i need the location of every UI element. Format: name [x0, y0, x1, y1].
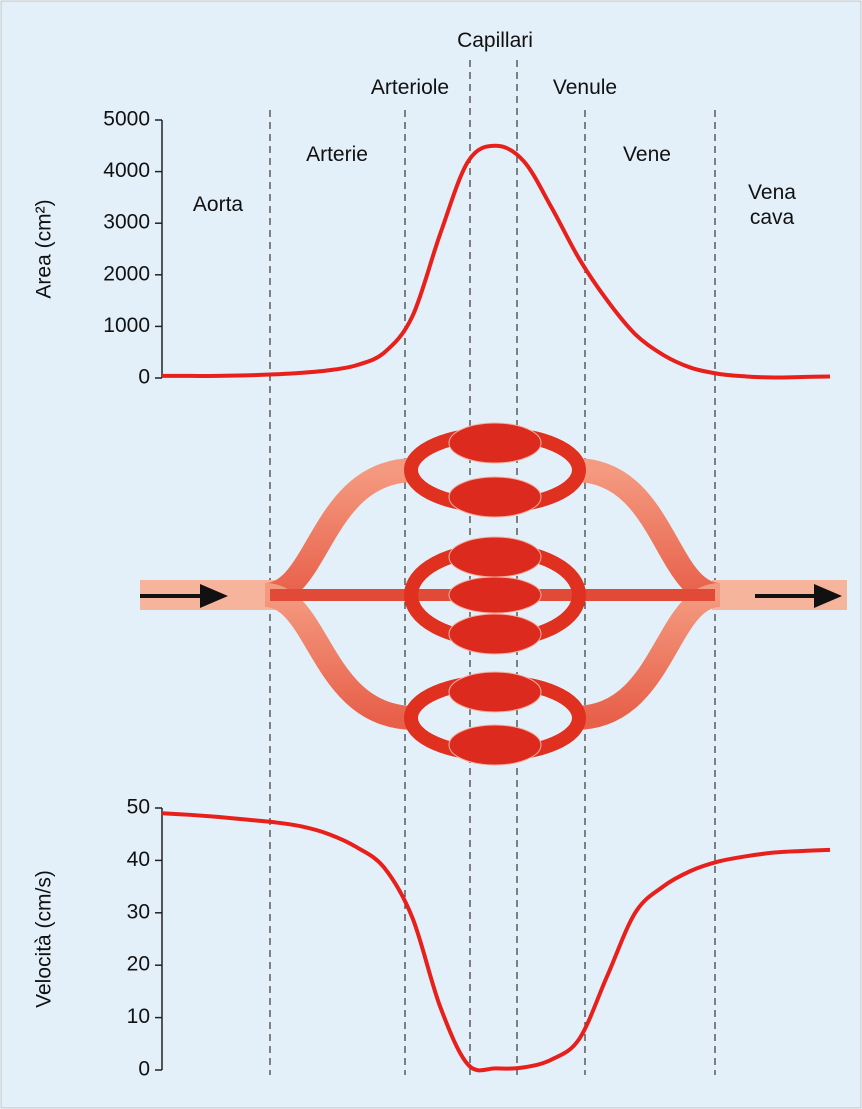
y-axis-title: Velocità (cm/s) — [33, 870, 56, 1008]
y-tick-label: 2000 — [103, 262, 150, 285]
y-axis-title: Area (cm²) — [33, 199, 56, 298]
y-tick-label: 5000 — [103, 108, 150, 131]
y-tick-label: 4000 — [103, 159, 150, 182]
y-tick-label: 50 — [127, 796, 150, 819]
data-line — [161, 811, 831, 1073]
region-label: Vene — [623, 143, 671, 166]
region-label: Venule — [552, 76, 618, 99]
y-tick-label: 40 — [127, 848, 150, 871]
y-tick-label: 1000 — [103, 314, 150, 337]
vessel-diagram — [140, 422, 847, 766]
region-label: Vena cava — [748, 181, 796, 229]
y-tick-label: 3000 — [103, 211, 150, 234]
region-label: Arteriole — [370, 76, 450, 99]
y-tick-label: 0 — [138, 366, 150, 389]
y-tick-label: 0 — [138, 1058, 150, 1081]
region-label: Aorta — [192, 193, 244, 216]
region-label: Arterie — [306, 143, 368, 166]
y-tick-label: 30 — [127, 900, 150, 923]
y-tick-label: 10 — [127, 1005, 150, 1028]
region-label: Capillari — [457, 29, 533, 52]
data-line — [162, 143, 831, 380]
y-tick-label: 20 — [127, 953, 150, 976]
